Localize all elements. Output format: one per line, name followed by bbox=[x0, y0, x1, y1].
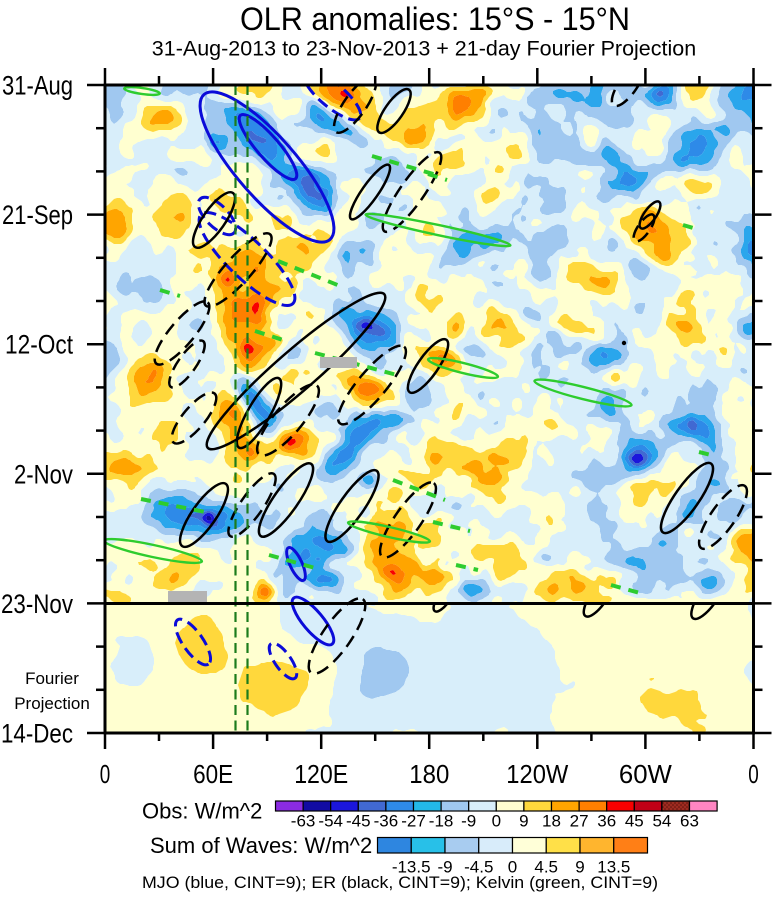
svg-text:31-Aug-2013 to 23-Nov-2013 + 2: 31-Aug-2013 to 23-Nov-2013 + 21-day Four… bbox=[152, 37, 696, 61]
svg-text:Obs: W/m^2: Obs: W/m^2 bbox=[142, 799, 262, 824]
svg-text:45: 45 bbox=[625, 812, 644, 831]
svg-text:0: 0 bbox=[100, 759, 111, 789]
svg-text:12-Oct: 12-Oct bbox=[5, 330, 73, 360]
svg-text:18: 18 bbox=[542, 812, 561, 831]
svg-text:120E: 120E bbox=[294, 759, 348, 789]
svg-text:-36: -36 bbox=[374, 812, 399, 831]
svg-text:36: 36 bbox=[597, 812, 616, 831]
svg-text:63: 63 bbox=[680, 812, 699, 831]
svg-text:60W: 60W bbox=[619, 759, 672, 789]
svg-text:9: 9 bbox=[575, 858, 584, 877]
svg-text:23-Nov: 23-Nov bbox=[1, 589, 73, 619]
svg-text:180: 180 bbox=[409, 759, 449, 789]
svg-text:Sum of Waves: W/m^2: Sum of Waves: W/m^2 bbox=[150, 833, 372, 858]
svg-text:2-Nov: 2-Nov bbox=[14, 459, 73, 489]
svg-text:60E: 60E bbox=[193, 759, 233, 789]
svg-text:4.5: 4.5 bbox=[534, 858, 558, 877]
svg-text:120W: 120W bbox=[506, 759, 568, 789]
svg-text:9: 9 bbox=[519, 812, 528, 831]
svg-text:13.5: 13.5 bbox=[597, 858, 630, 877]
svg-text:-9: -9 bbox=[437, 858, 452, 877]
svg-text:MJO (blue, CINT=9); ER (black,: MJO (blue, CINT=9); ER (black, CINT=9); … bbox=[142, 874, 658, 892]
svg-text:-9: -9 bbox=[461, 812, 476, 831]
svg-text:Projection: Projection bbox=[14, 694, 90, 713]
svg-text:Fourier: Fourier bbox=[25, 669, 79, 688]
svg-text:-4.5: -4.5 bbox=[464, 858, 493, 877]
svg-text:0: 0 bbox=[748, 759, 759, 789]
svg-text:31-Aug: 31-Aug bbox=[2, 71, 73, 101]
svg-text:0: 0 bbox=[508, 858, 517, 877]
svg-text:-63: -63 bbox=[291, 812, 316, 831]
svg-text:-18: -18 bbox=[429, 812, 454, 831]
svg-text:-54: -54 bbox=[318, 812, 343, 831]
svg-text:-13.5: -13.5 bbox=[392, 858, 431, 877]
svg-text:21-Sep: 21-Sep bbox=[2, 200, 73, 230]
svg-text:14-Dec: 14-Dec bbox=[1, 719, 73, 749]
svg-text:-45: -45 bbox=[346, 812, 371, 831]
svg-text:-27: -27 bbox=[401, 812, 426, 831]
svg-text:54: 54 bbox=[652, 812, 671, 831]
svg-text:27: 27 bbox=[570, 812, 589, 831]
svg-text:OLR anomalies: 15°S - 15°N: OLR anomalies: 15°S - 15°N bbox=[240, 1, 630, 37]
svg-text:0: 0 bbox=[492, 812, 501, 831]
